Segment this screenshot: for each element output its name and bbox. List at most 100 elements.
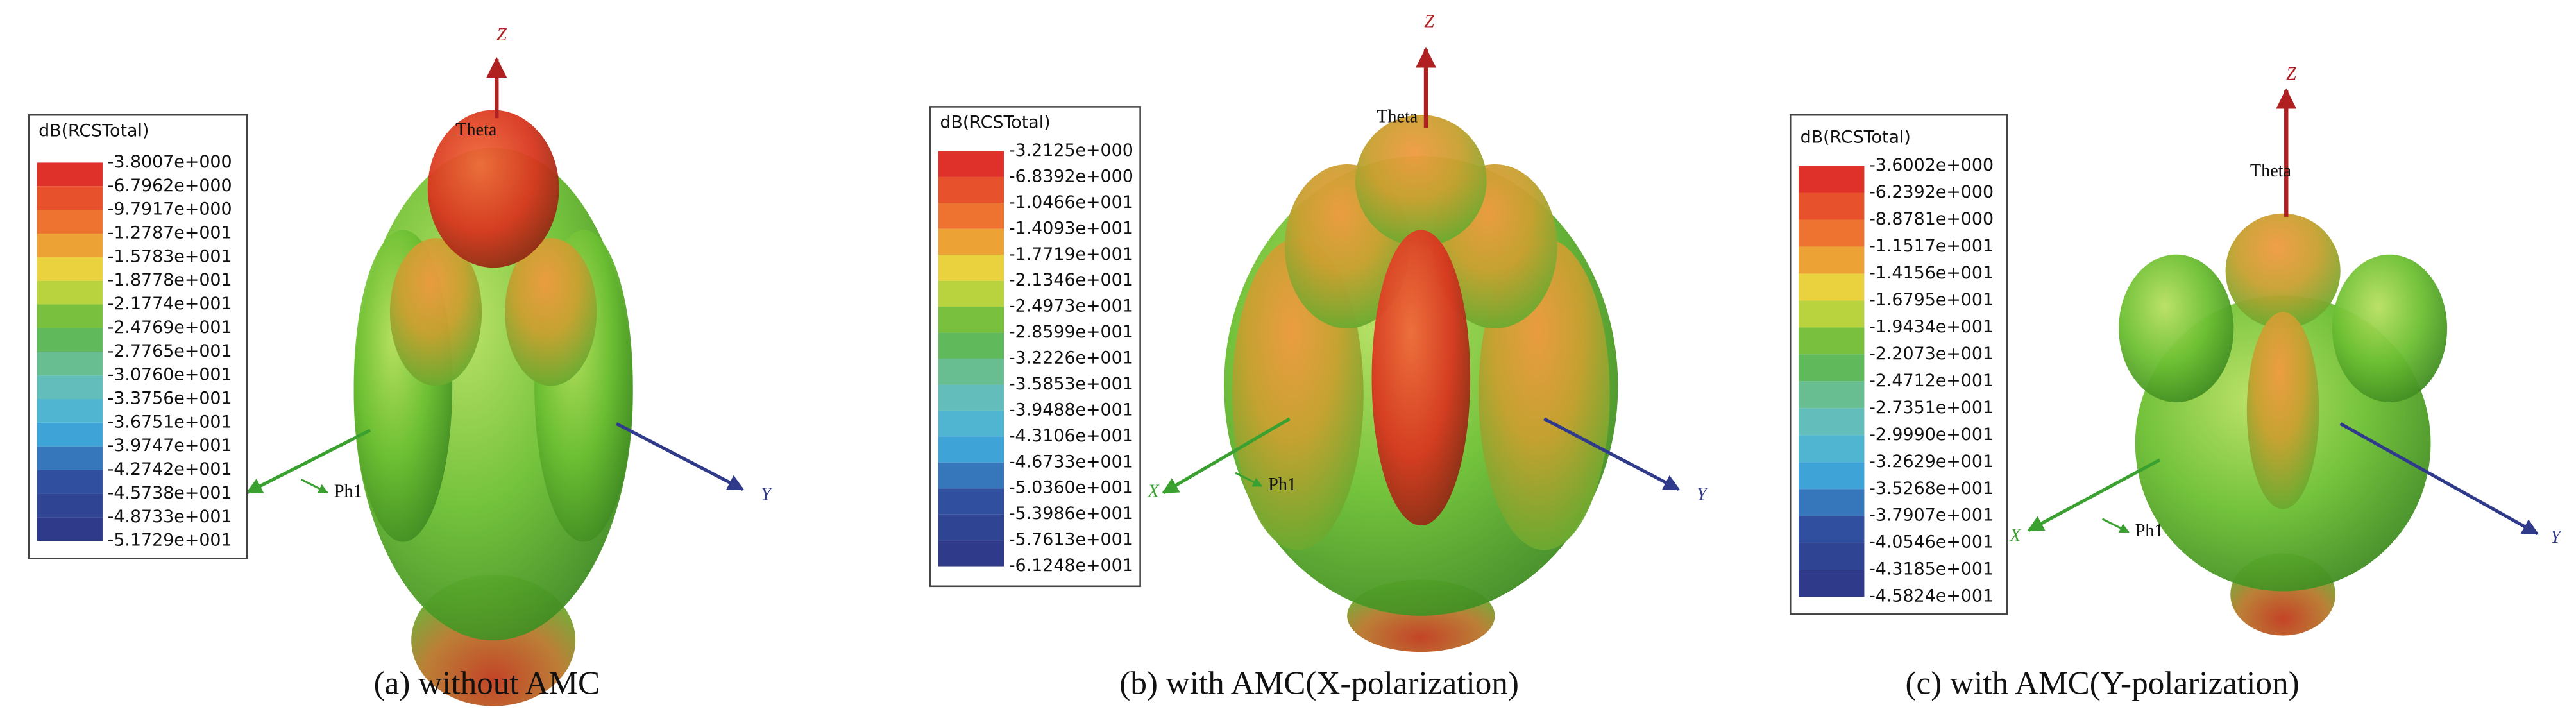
legend-swatch <box>938 436 1004 463</box>
x-label: X <box>2009 525 2022 545</box>
pattern-lobe <box>389 238 482 386</box>
legend-label: -4.6733e+001 <box>1009 452 1133 472</box>
legend-swatch <box>37 162 103 187</box>
legend-label: -4.3106e+001 <box>1009 426 1133 446</box>
x-axis <box>1162 417 1291 495</box>
legend-swatch <box>938 384 1004 411</box>
legend-label: -1.4093e+001 <box>1009 218 1133 238</box>
caption: (a) without AMC <box>374 665 600 702</box>
legend-label: -5.1729e+001 <box>108 531 232 550</box>
legend-swatch <box>1799 435 1865 463</box>
legend-label: -6.2392e+000 <box>1869 182 1994 202</box>
legend-swatch <box>37 352 103 376</box>
legend-swatch <box>1799 489 1865 516</box>
panel: Z Theta X Ph1 YdB(RCSTotal) -3.6002e+000 -6.23… <box>1789 64 2563 702</box>
legend-label: -1.1517e+001 <box>1869 236 1994 256</box>
legend-label: -3.6751e+001 <box>108 412 232 432</box>
y-label: Y <box>2550 527 2563 547</box>
legend-title: dB(RCSTotal) <box>940 112 1050 132</box>
phi-label: Ph1 <box>2135 521 2164 541</box>
legend-swatch <box>1799 516 1865 543</box>
legend-swatch <box>37 470 103 494</box>
x-axis <box>2027 458 2161 533</box>
legend-label: -1.6795e+001 <box>1869 290 1994 310</box>
legend-swatch <box>37 186 103 210</box>
legend-swatch <box>938 462 1004 489</box>
legend-label: -3.8007e+000 <box>108 152 232 172</box>
legend-swatch <box>938 359 1004 385</box>
legend-swatch <box>1799 327 1865 355</box>
legend-swatch <box>1799 570 1865 597</box>
legend-swatch <box>1799 166 1865 193</box>
legend-label: -1.4156e+001 <box>1869 263 1994 283</box>
legend-swatch <box>1799 381 1865 409</box>
legend-label: -6.1248e+001 <box>1009 556 1133 575</box>
legend-swatch <box>1799 300 1865 328</box>
legend-label: -2.1346e+001 <box>1009 270 1133 290</box>
pattern-lobe <box>2332 254 2448 403</box>
legend-swatch <box>938 203 1004 229</box>
legend-label: -2.7351e+001 <box>1869 398 1994 418</box>
legend-swatch <box>1799 246 1865 274</box>
legend-swatch <box>938 307 1004 333</box>
legend-swatch <box>37 398 103 423</box>
legend-swatch <box>37 233 103 257</box>
legend-swatch <box>37 517 103 541</box>
pattern-lobe <box>2246 312 2319 509</box>
legend-label: -3.6002e+000 <box>1869 155 1994 175</box>
legend-swatch <box>1799 219 1865 247</box>
legend-swatch <box>37 257 103 281</box>
legend-swatch <box>1799 273 1865 301</box>
legend-label: -1.8778e+001 <box>108 270 232 290</box>
legend-label: -4.0546e+001 <box>1869 533 1994 552</box>
legend-label: -5.7613e+001 <box>1009 530 1133 550</box>
legend-swatch <box>938 151 1004 177</box>
y-axis <box>2339 422 2539 536</box>
legend-label: -9.7917e+000 <box>108 200 232 219</box>
legend-label: -4.5824e+001 <box>1869 586 1994 606</box>
z-label: Z <box>1424 12 1434 31</box>
legend-swatch <box>1799 462 1865 490</box>
x-axis <box>245 429 371 495</box>
legend-swatch <box>938 176 1004 203</box>
phi-arrow <box>300 479 328 494</box>
legend-label: -2.7765e+001 <box>108 341 232 361</box>
legend-swatch <box>37 422 103 447</box>
legend-label: -4.5738e+001 <box>108 483 232 503</box>
legend-label: -3.2226e+001 <box>1009 348 1133 368</box>
legend-label: -2.2073e+001 <box>1869 344 1994 364</box>
theta-label: Theta <box>455 120 497 140</box>
pattern-lobe <box>2119 254 2234 403</box>
legend-label: -2.8599e+001 <box>1009 322 1133 342</box>
pattern-lobe <box>505 238 597 386</box>
legend-swatch <box>37 493 103 518</box>
legend-label: -3.9488e+001 <box>1009 400 1133 420</box>
y-label: Y <box>761 484 773 504</box>
legend-label: -3.5853e+001 <box>1009 374 1133 394</box>
x-label: X <box>1148 481 1160 501</box>
legend-label: -2.4769e+001 <box>108 318 232 337</box>
phi-arrow <box>1235 472 1263 488</box>
legend-swatch <box>1799 543 1865 570</box>
theta-label: Theta <box>2250 161 2292 181</box>
legend-label: -3.7907e+001 <box>1869 506 1994 525</box>
panel: ZThetaXPh1YdB(RCSTotal)-3.8007e+000-6.79… <box>28 25 773 706</box>
legend-swatch <box>938 280 1004 307</box>
pattern-lobe <box>1355 115 1487 246</box>
legend-label: -3.3756e+001 <box>108 388 232 408</box>
y-label: Y <box>1697 484 1709 504</box>
legend-label: -3.0760e+001 <box>108 365 232 385</box>
legend-label: -3.9747e+001 <box>108 436 232 456</box>
theta-label: Theta <box>1377 107 1418 127</box>
legend-swatch <box>37 210 103 234</box>
z-label: Z <box>496 25 507 45</box>
legend-label: -3.2125e+000 <box>1009 141 1133 160</box>
legend-label: -6.7962e+000 <box>108 176 232 196</box>
legend-label: -1.0466e+001 <box>1009 192 1133 212</box>
legend-swatch <box>938 540 1004 567</box>
legend-label: -5.3986e+001 <box>1009 504 1133 524</box>
legend-swatch <box>37 375 103 399</box>
caption: (b) with AMC(X-polarization) <box>1119 665 1519 702</box>
